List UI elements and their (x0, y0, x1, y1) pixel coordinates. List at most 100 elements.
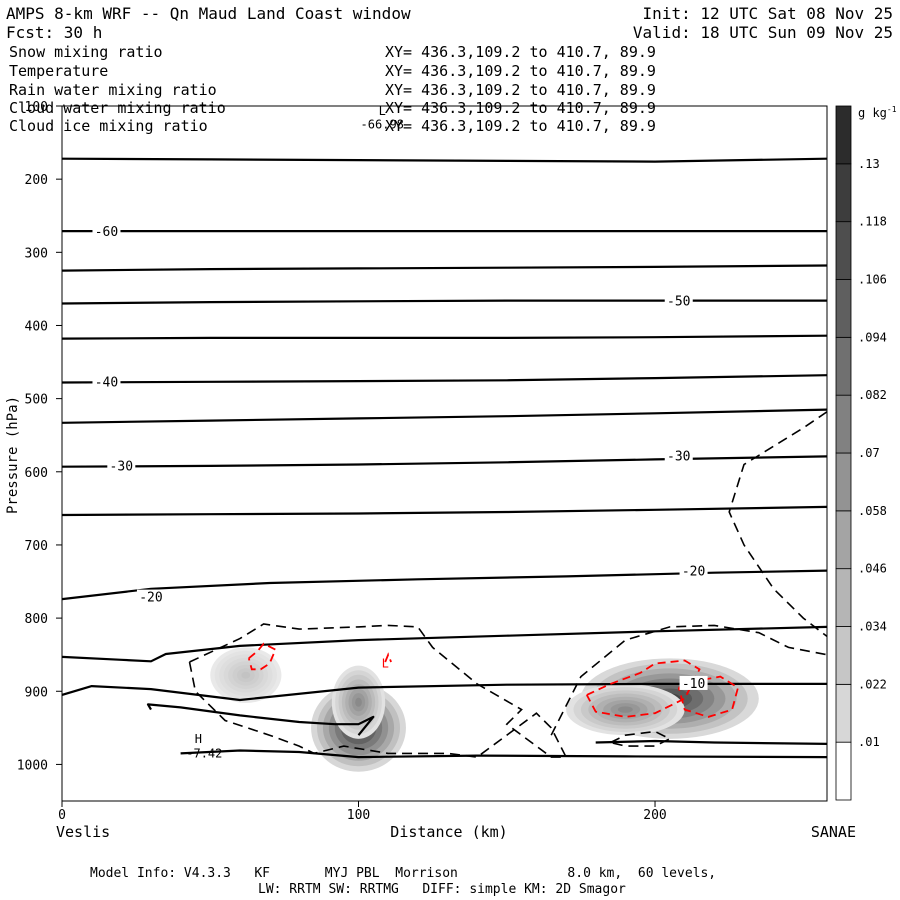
y-tick-label: 900 (25, 685, 48, 700)
field-name: Snow mixing ratio (9, 43, 163, 61)
colorbar-box (835, 336, 852, 396)
x-tick-label: 0 (58, 808, 66, 823)
rain-contour (384, 652, 392, 663)
isotherm-line (180, 749, 827, 759)
x-axis: 0 100 200 (58, 801, 667, 823)
rain-contours (247, 642, 740, 718)
y-tick-label: 300 (25, 246, 48, 261)
colorbar-box (835, 626, 852, 685)
shading-level (241, 671, 251, 679)
colorbar-box (835, 510, 852, 570)
isotherm-line (62, 569, 827, 601)
colorbar-label: .01 (858, 735, 880, 749)
shading-level (617, 706, 633, 713)
colorbar: g kg-1 .01 .022 .034 .046 .058 .07 .082 .094 .10… (835, 105, 897, 801)
right-endpoint-label: SANAE (811, 823, 856, 841)
isotherm-label-bg (92, 374, 121, 389)
isotherm-label-bg (679, 563, 708, 578)
y-axis: 100 200 300 400 500 600 700 800 900 1000 (17, 100, 62, 773)
x-axis-label: Distance (km) (390, 823, 507, 841)
colorbar-label: .118 (858, 215, 887, 229)
mixing-ratio-shading (210, 647, 759, 772)
isotherm-label: -20 (139, 591, 162, 606)
field-xy: XY= 436.3,109.2 to 410.7, 89.9 (385, 117, 656, 135)
isotherm-line (62, 625, 827, 663)
snow-contour (728, 411, 827, 638)
colorbar-label: .034 (858, 620, 887, 634)
y-tick-label: 400 (25, 319, 48, 334)
isotherm-label: -30 (667, 449, 690, 464)
colorbar-label: .07 (858, 446, 880, 460)
colorbar-box (835, 741, 852, 801)
isotherm-line (595, 739, 827, 745)
model-physics: LW: RRTM SW: RRTMG DIFF: simple KM: 2D S… (258, 882, 626, 897)
field-name: Cloud ice mixing ratio (9, 117, 208, 135)
snow-contour (188, 623, 568, 758)
left-endpoint-label: Veslis (56, 823, 110, 841)
field-xy: XY= 436.3,109.2 to 410.7, 89.9 (385, 99, 656, 117)
x-tick-label: 200 (643, 808, 666, 823)
isotherm-labels: -60 -50 -40 -30 -30 -20 -20 -10 (92, 223, 708, 692)
isotherm-label: -50 (667, 294, 690, 309)
colorbar-label: .106 (858, 273, 887, 287)
isotherm-line (62, 334, 827, 340)
extremum-annotation: L (379, 104, 386, 118)
field-legend: Snow mixing ratio XY= 436.3,109.2 to 410… (9, 43, 656, 135)
isotherm-label: -60 (95, 225, 118, 240)
isotherm-label: -30 (110, 460, 133, 475)
rain-contour (247, 642, 277, 671)
colorbar-label: .022 (858, 677, 887, 691)
colorbar-box (835, 683, 852, 743)
forecast-hour: Fcst: 30 h (6, 23, 102, 42)
isotherm-label-bg (136, 589, 165, 604)
isotherm-line (62, 374, 827, 384)
isotherm-label-bg (664, 293, 693, 308)
y-tick-label: 100 (25, 100, 48, 115)
isotherm-label-bg (679, 675, 708, 690)
y-tick-label: 1000 (17, 758, 48, 773)
isotherm-label: -40 (95, 376, 118, 391)
shading-level (355, 697, 362, 707)
colorbar-label: .13 (858, 157, 880, 171)
colorbar-box (835, 394, 852, 454)
annotations: H-7.42L-66.98L (186, 104, 404, 760)
y-tick-label: 700 (25, 539, 48, 554)
isotherm-line (146, 703, 375, 736)
field-xy: XY= 436.3,109.2 to 410.7, 89.9 (385, 81, 656, 99)
plot-frame (61, 105, 828, 802)
field-name: Cloud water mixing ratio (9, 99, 226, 117)
field-name: Rain water mixing ratio (9, 81, 217, 99)
field-xy: XY= 436.3,109.2 to 410.7, 89.9 (385, 62, 656, 80)
isotherm-label-bg (92, 223, 121, 238)
model-info: Model Info: V4.3.3 KF MYJ PBL Morrison 8… (90, 866, 716, 881)
field-xy: XY= 436.3,109.2 to 410.7, 89.9 (385, 43, 656, 61)
isotherm-label-bg (107, 458, 136, 473)
colorbar-unit: g kg-1 (858, 105, 897, 120)
isotherm-line (62, 505, 827, 517)
x-tick-label: 100 (347, 808, 370, 823)
colorbar-box (835, 568, 852, 627)
y-tick-label: 800 (25, 612, 48, 627)
colorbar-box (835, 452, 852, 512)
colorbar-label: .094 (858, 330, 887, 344)
valid-time: Valid: 18 UTC Sun 09 Nov 25 (633, 23, 893, 42)
isotherm-label: -10 (682, 677, 705, 692)
extremum-annotation: -7.42 (186, 746, 222, 760)
y-tick-label: 200 (25, 173, 48, 188)
isotherm-line (62, 299, 827, 305)
y-tick-label: 500 (25, 393, 48, 408)
isotherm-line (62, 682, 827, 702)
rain-contour (677, 675, 740, 718)
rain-contour (586, 659, 701, 718)
snow-contour (610, 730, 672, 747)
extremum-annotation: L (382, 656, 389, 670)
y-axis-label: Pressure (hPa) (5, 396, 21, 514)
colorbar-box (835, 105, 852, 165)
extremum-annotation: -66.98 (361, 117, 404, 131)
isotherm-line (62, 157, 827, 163)
chart-title: AMPS 8-km WRF -- Qn Maud Land Coast wind… (6, 4, 411, 23)
colorbar-label: .058 (858, 504, 887, 518)
colorbar-label: .046 (858, 562, 887, 576)
isotherm-label-bg (664, 448, 693, 463)
